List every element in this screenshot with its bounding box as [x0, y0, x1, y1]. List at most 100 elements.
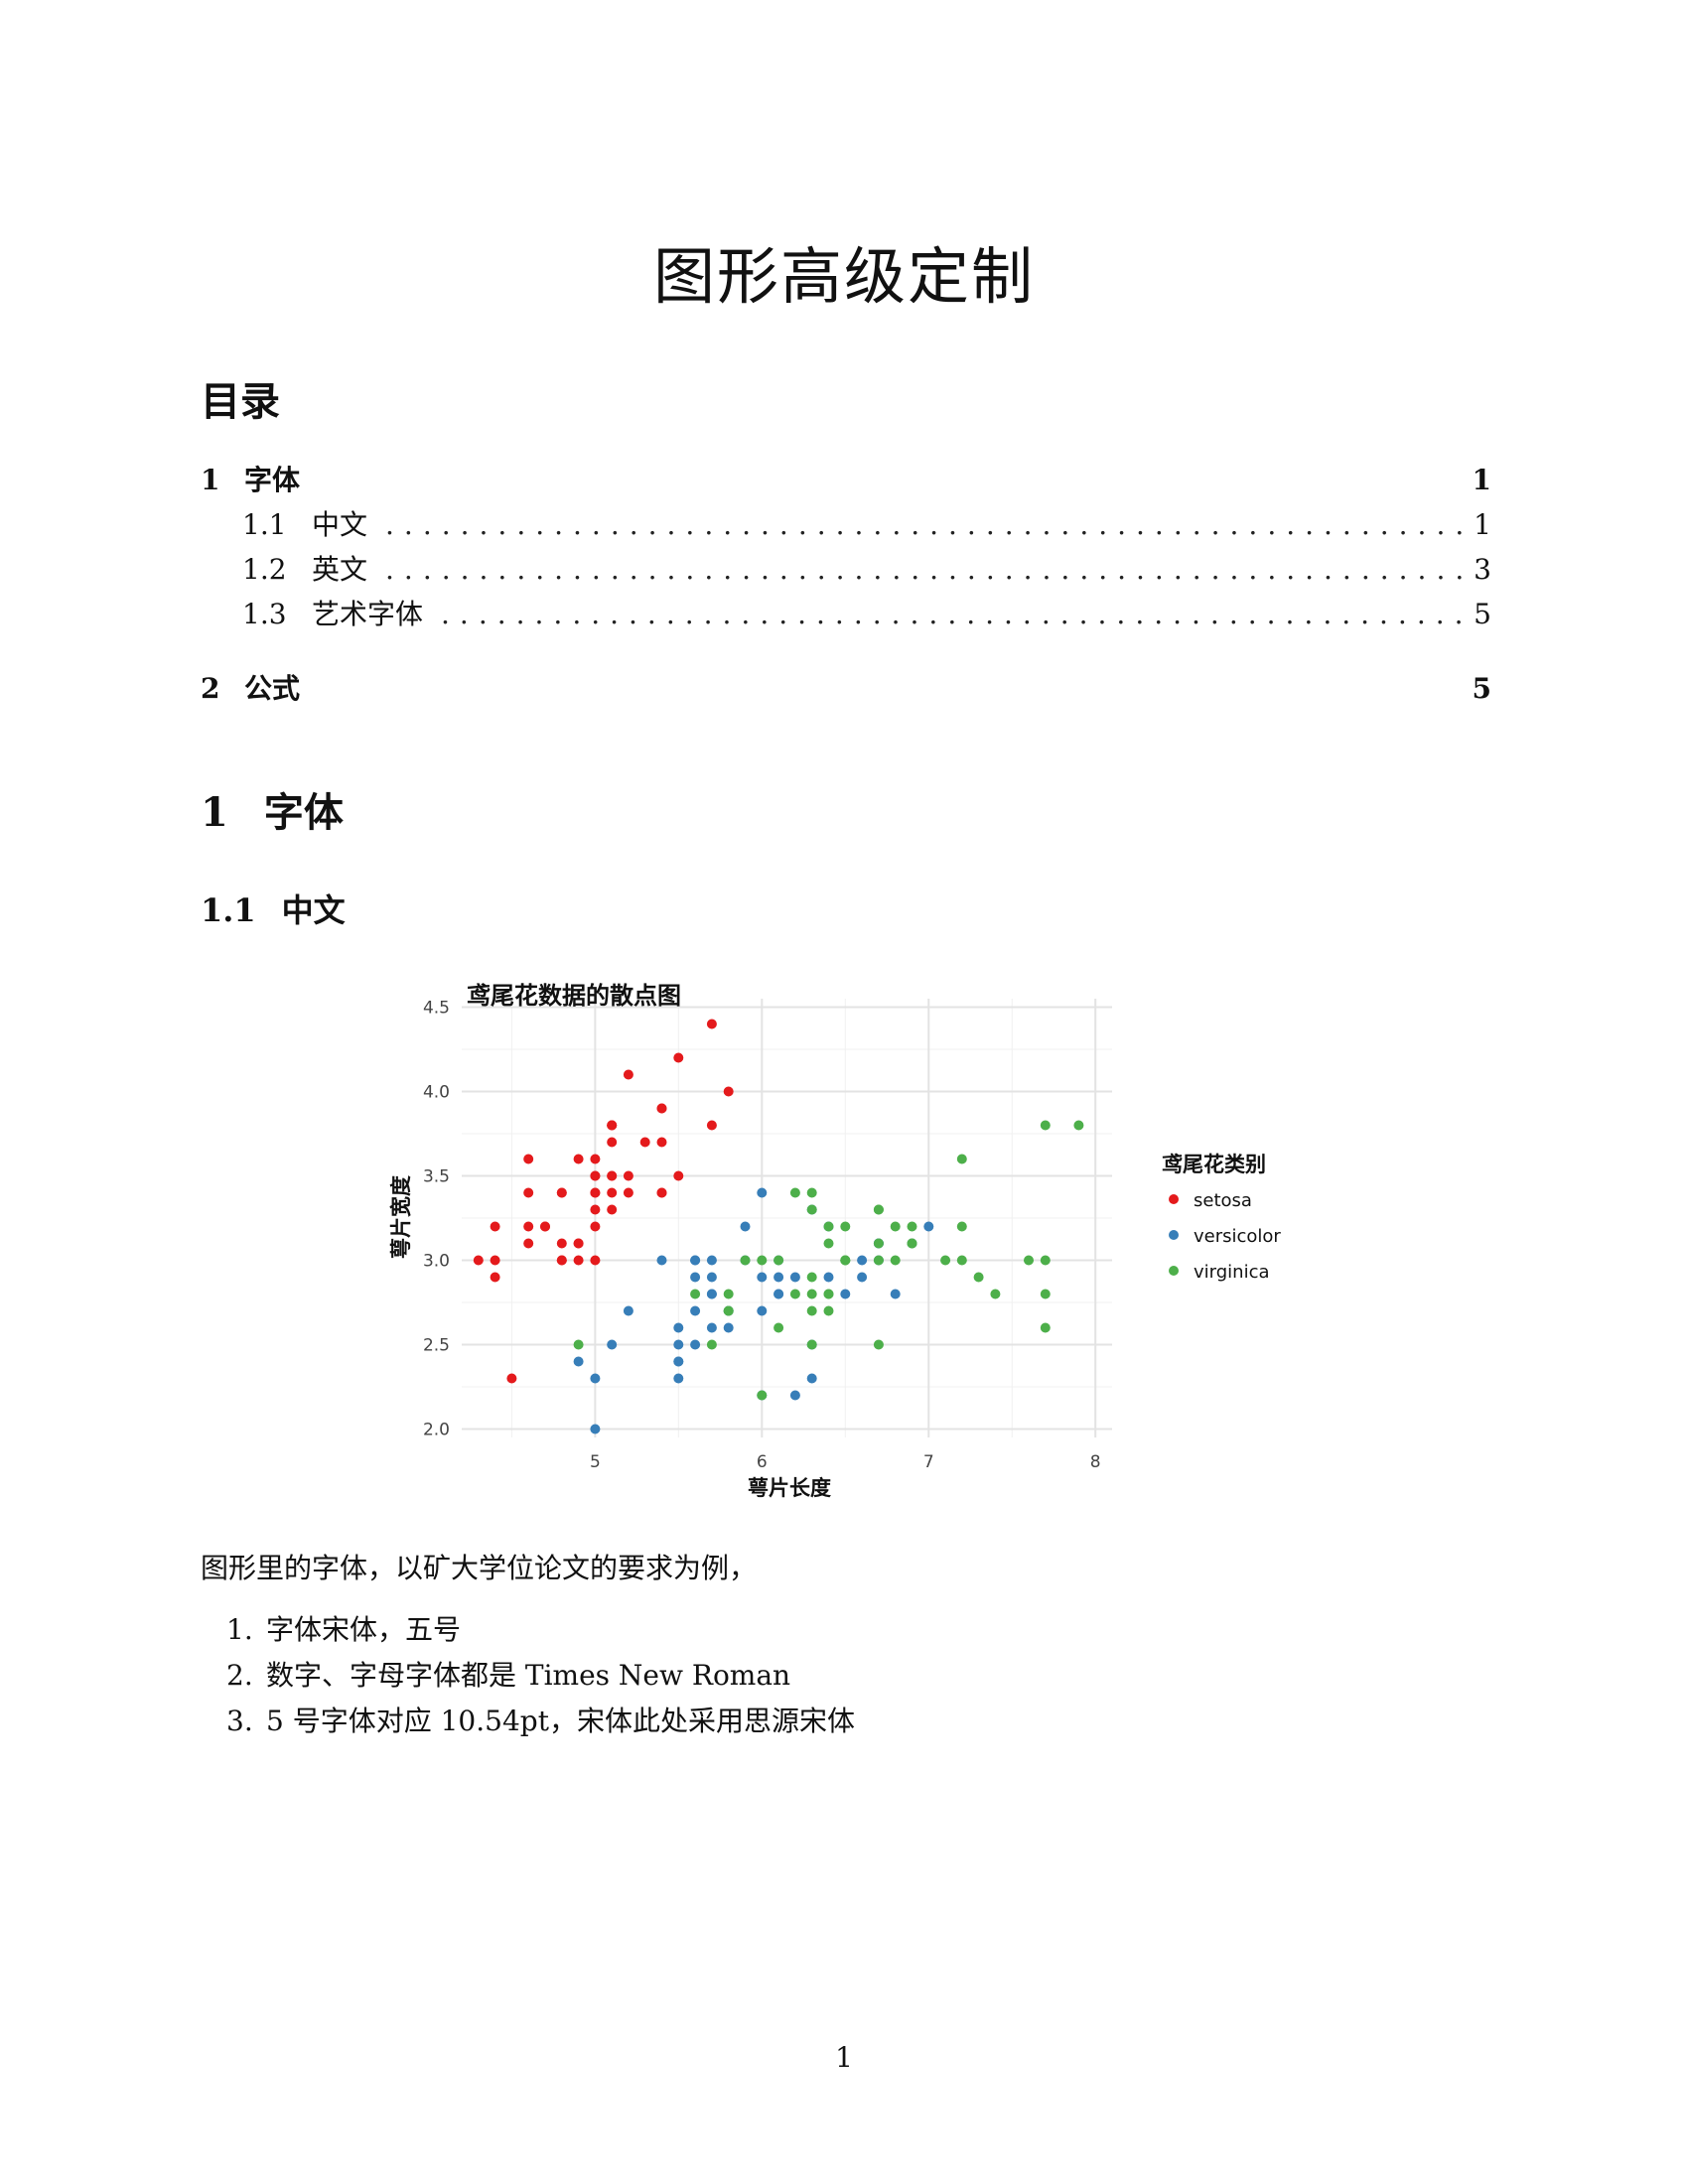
body-paragraph: 图形里的字体，以矿大学位论文的要求为例， — [201, 1552, 758, 1584]
toc-entry-title: 英文 — [312, 553, 368, 586]
point-versicolor — [789, 1390, 800, 1401]
point-virginica — [740, 1255, 751, 1266]
point-virginica — [973, 1272, 984, 1283]
point-virginica — [690, 1289, 701, 1299]
toc-entry-number: 1.2 — [242, 553, 287, 586]
toc-entry-page: 5 — [1474, 598, 1491, 630]
point-setosa — [490, 1221, 500, 1232]
toc-entry-page: 5 — [1472, 672, 1491, 705]
point-setosa — [607, 1170, 618, 1181]
legend-swatch-setosa — [1169, 1194, 1179, 1204]
axis-layer: 5 6 7 8 2.0 2.5 3.0 3.5 4.0 4.5 — [423, 999, 1101, 1473]
legend-label-versicolor: versicolor — [1194, 1226, 1281, 1247]
subsection-title: 中文 — [281, 891, 346, 929]
point-setosa — [490, 1272, 500, 1283]
toc-entry-number: 1 — [201, 464, 220, 496]
point-virginica — [806, 1272, 817, 1283]
list-item: 2. 数字、字母字体都是 Times New Roman — [226, 1656, 855, 1702]
point-setosa — [639, 1137, 650, 1148]
x-tick-label: 6 — [757, 1452, 768, 1472]
point-versicolor — [706, 1255, 717, 1266]
toc-entry-page: 3 — [1474, 553, 1491, 586]
y-tick-label: 4.5 — [423, 999, 450, 1019]
point-virginica — [706, 1339, 717, 1350]
point-versicolor — [740, 1221, 751, 1232]
point-setosa — [506, 1373, 517, 1384]
point-virginica — [873, 1255, 884, 1266]
point-virginica — [806, 1305, 817, 1316]
point-versicolor — [923, 1221, 934, 1232]
toc-entry-art-fonts[interactable]: 1.3 艺术字体 ...............................… — [242, 593, 1491, 630]
point-setosa — [673, 1170, 684, 1181]
point-setosa — [590, 1154, 601, 1164]
y-tick-label: 3.5 — [423, 1167, 450, 1187]
point-virginica — [890, 1255, 901, 1266]
x-tick-label: 5 — [590, 1452, 601, 1472]
point-virginica — [1073, 1120, 1084, 1131]
point-setosa — [607, 1137, 618, 1148]
list-marker: 1. — [226, 1613, 253, 1646]
page-number: 1 — [835, 2041, 853, 2074]
legend-swatch-virginica — [1169, 1266, 1179, 1276]
point-versicolor — [890, 1289, 901, 1299]
toc-entry-chinese[interactable]: 1.1 中文 .................................… — [242, 503, 1491, 541]
point-versicolor — [706, 1322, 717, 1333]
point-versicolor — [656, 1255, 667, 1266]
point-versicolor — [607, 1339, 618, 1350]
point-versicolor — [757, 1272, 768, 1283]
toc-entry-english[interactable]: 1.2 英文 .................................… — [242, 548, 1491, 586]
point-versicolor — [690, 1305, 701, 1316]
section-title: 字体 — [263, 789, 344, 836]
point-virginica — [789, 1289, 800, 1299]
point-versicolor — [806, 1373, 817, 1384]
legend-label-virginica: virginica — [1194, 1262, 1270, 1283]
point-versicolor — [590, 1424, 601, 1434]
toc-entry-title: 公式 — [244, 672, 301, 705]
scatter-chart: 5 6 7 8 2.0 2.5 3.0 3.5 4.0 4.5 鸢尾花数据的散点图 萼片长度 萼片… — [389, 982, 1281, 1500]
point-setosa — [723, 1086, 734, 1097]
point-setosa — [590, 1187, 601, 1198]
point-setosa — [656, 1137, 667, 1148]
toc-entry-number: 2 — [201, 672, 220, 705]
point-virginica — [1040, 1322, 1051, 1333]
point-setosa — [556, 1255, 567, 1266]
point-virginica — [806, 1204, 817, 1215]
point-virginica — [573, 1339, 584, 1350]
point-virginica — [956, 1221, 967, 1232]
grid-layer — [462, 999, 1112, 1437]
list-item-text: 字体宋体，五号 — [266, 1613, 462, 1646]
toc-entry-formulas[interactable]: 2 公式 5 — [201, 667, 1491, 705]
point-versicolor — [857, 1272, 868, 1283]
point-setosa — [656, 1187, 667, 1198]
toc-entry-fonts[interactable]: 1 字体 1 — [201, 459, 1491, 496]
toc-entry-title: 字体 — [244, 464, 301, 496]
point-virginica — [890, 1221, 901, 1232]
point-virginica — [873, 1339, 884, 1350]
point-virginica — [723, 1305, 734, 1316]
toc-entry-page: 1 — [1472, 464, 1491, 496]
point-setosa — [523, 1221, 534, 1232]
point-virginica — [873, 1204, 884, 1215]
point-setosa — [523, 1187, 534, 1198]
point-versicolor — [723, 1322, 734, 1333]
point-setosa — [623, 1069, 633, 1080]
point-virginica — [907, 1238, 917, 1249]
toc-entry-page: 1 — [1474, 508, 1491, 541]
toc-entry-number: 1.1 — [242, 508, 287, 541]
legend: 鸢尾花类别 setosa versicolor virginica — [1162, 1153, 1281, 1283]
point-virginica — [990, 1289, 1001, 1299]
chart-title: 鸢尾花数据的散点图 — [467, 982, 681, 1010]
toc-entry-number: 1.3 — [242, 598, 287, 630]
point-setosa — [556, 1238, 567, 1249]
point-versicolor — [823, 1272, 834, 1283]
point-versicolor — [573, 1356, 584, 1367]
point-versicolor — [590, 1373, 601, 1384]
point-virginica — [907, 1221, 917, 1232]
point-versicolor — [774, 1272, 784, 1283]
legend-swatch-versicolor — [1169, 1230, 1179, 1240]
point-versicolor — [623, 1305, 633, 1316]
point-virginica — [774, 1322, 784, 1333]
point-virginica — [823, 1289, 834, 1299]
toc-heading: 目录 — [201, 378, 280, 425]
point-setosa — [556, 1187, 567, 1198]
